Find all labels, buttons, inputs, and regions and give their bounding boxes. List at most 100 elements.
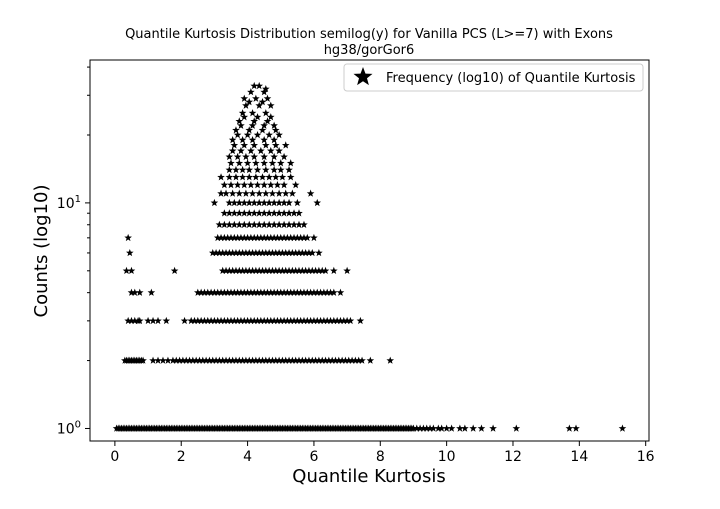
- data-point: [565, 424, 574, 432]
- data-point: [250, 220, 259, 228]
- data-point: [366, 356, 375, 364]
- x-tick-label: 16: [637, 449, 655, 465]
- data-points: [112, 81, 627, 432]
- data-point: [222, 189, 230, 197]
- data-point: [250, 117, 259, 125]
- data-point: [203, 288, 212, 296]
- data-point: [268, 356, 277, 364]
- data-point: [291, 356, 300, 364]
- data-point: [238, 173, 247, 181]
- data-point: [245, 98, 254, 106]
- data-point: [240, 198, 249, 207]
- data-point: [273, 181, 282, 189]
- data-point: [222, 266, 230, 275]
- data-point: [280, 152, 288, 161]
- data-point: [243, 130, 252, 139]
- data-point: [242, 266, 250, 275]
- data-point: [215, 248, 224, 257]
- data-point: [235, 117, 244, 125]
- data-point: [270, 152, 278, 161]
- data-point: [149, 356, 157, 364]
- data-point: [489, 424, 497, 432]
- data-point: [253, 233, 262, 242]
- data-point: [273, 233, 282, 242]
- data-point: [313, 288, 322, 296]
- data-point: [187, 316, 195, 325]
- data-point: [235, 248, 244, 257]
- data-point: [248, 248, 257, 257]
- data-point: [210, 198, 219, 207]
- data-point: [267, 101, 275, 109]
- data-point: [285, 248, 293, 257]
- data-point: [179, 356, 187, 364]
- data-point: [252, 159, 260, 167]
- y-tick-exponent: 1: [75, 194, 81, 205]
- data-point: [228, 356, 237, 364]
- data-point: [233, 130, 242, 139]
- data-point: [147, 288, 156, 296]
- data-point: [203, 316, 212, 325]
- data-point: [220, 209, 229, 217]
- data-point: [238, 266, 247, 275]
- data-point: [298, 356, 307, 364]
- data-point: [305, 266, 313, 275]
- data-point: [248, 109, 257, 117]
- data-point: [313, 198, 322, 207]
- data-point: [250, 152, 259, 161]
- data-point: [286, 233, 295, 242]
- data-point: [220, 288, 229, 296]
- data-point: [252, 248, 260, 257]
- data-point: [286, 173, 295, 181]
- data-point: [285, 356, 293, 364]
- data-point: [202, 356, 210, 364]
- data-point: [253, 316, 262, 325]
- data-point: [220, 220, 229, 228]
- data-point: [154, 356, 162, 364]
- data-point: [260, 152, 268, 161]
- data-point: [437, 424, 446, 432]
- data-point: [238, 248, 247, 257]
- data-point: [190, 316, 199, 325]
- data-point: [235, 198, 244, 207]
- data-point: [250, 198, 259, 207]
- data-point: [262, 165, 270, 174]
- data-point: [276, 159, 285, 167]
- data-point: [217, 316, 225, 325]
- data-point: [233, 316, 242, 325]
- data-point: [271, 141, 280, 149]
- data-point: [295, 356, 303, 364]
- data-point: [301, 266, 310, 275]
- data-point: [422, 424, 431, 432]
- data-point: [288, 266, 297, 275]
- data-point: [250, 81, 259, 90]
- data-point: [275, 266, 283, 275]
- data-point: [218, 266, 227, 275]
- data-point: [172, 356, 181, 364]
- data-point: [270, 288, 278, 296]
- data-point: [175, 356, 184, 364]
- data-point: [217, 233, 225, 242]
- data-point: [330, 266, 338, 275]
- data-point: [303, 288, 312, 296]
- data-point: [237, 233, 245, 242]
- data-point: [205, 356, 214, 364]
- data-point: [242, 152, 250, 161]
- data-point: [262, 356, 270, 364]
- data-point: [286, 159, 295, 167]
- data-point: [280, 209, 288, 217]
- data-point: [212, 248, 220, 257]
- data-point: [280, 220, 288, 228]
- data-point: [281, 266, 290, 275]
- data-point: [275, 209, 283, 217]
- data-point: [300, 288, 308, 296]
- data-point: [164, 356, 172, 364]
- data-point: [240, 233, 249, 242]
- data-point: [276, 288, 285, 296]
- data-point: [429, 424, 438, 432]
- data-point: [308, 248, 317, 257]
- data-point: [263, 288, 272, 296]
- data-point: [235, 356, 244, 364]
- data-point: [154, 316, 162, 325]
- data-point: [278, 266, 287, 275]
